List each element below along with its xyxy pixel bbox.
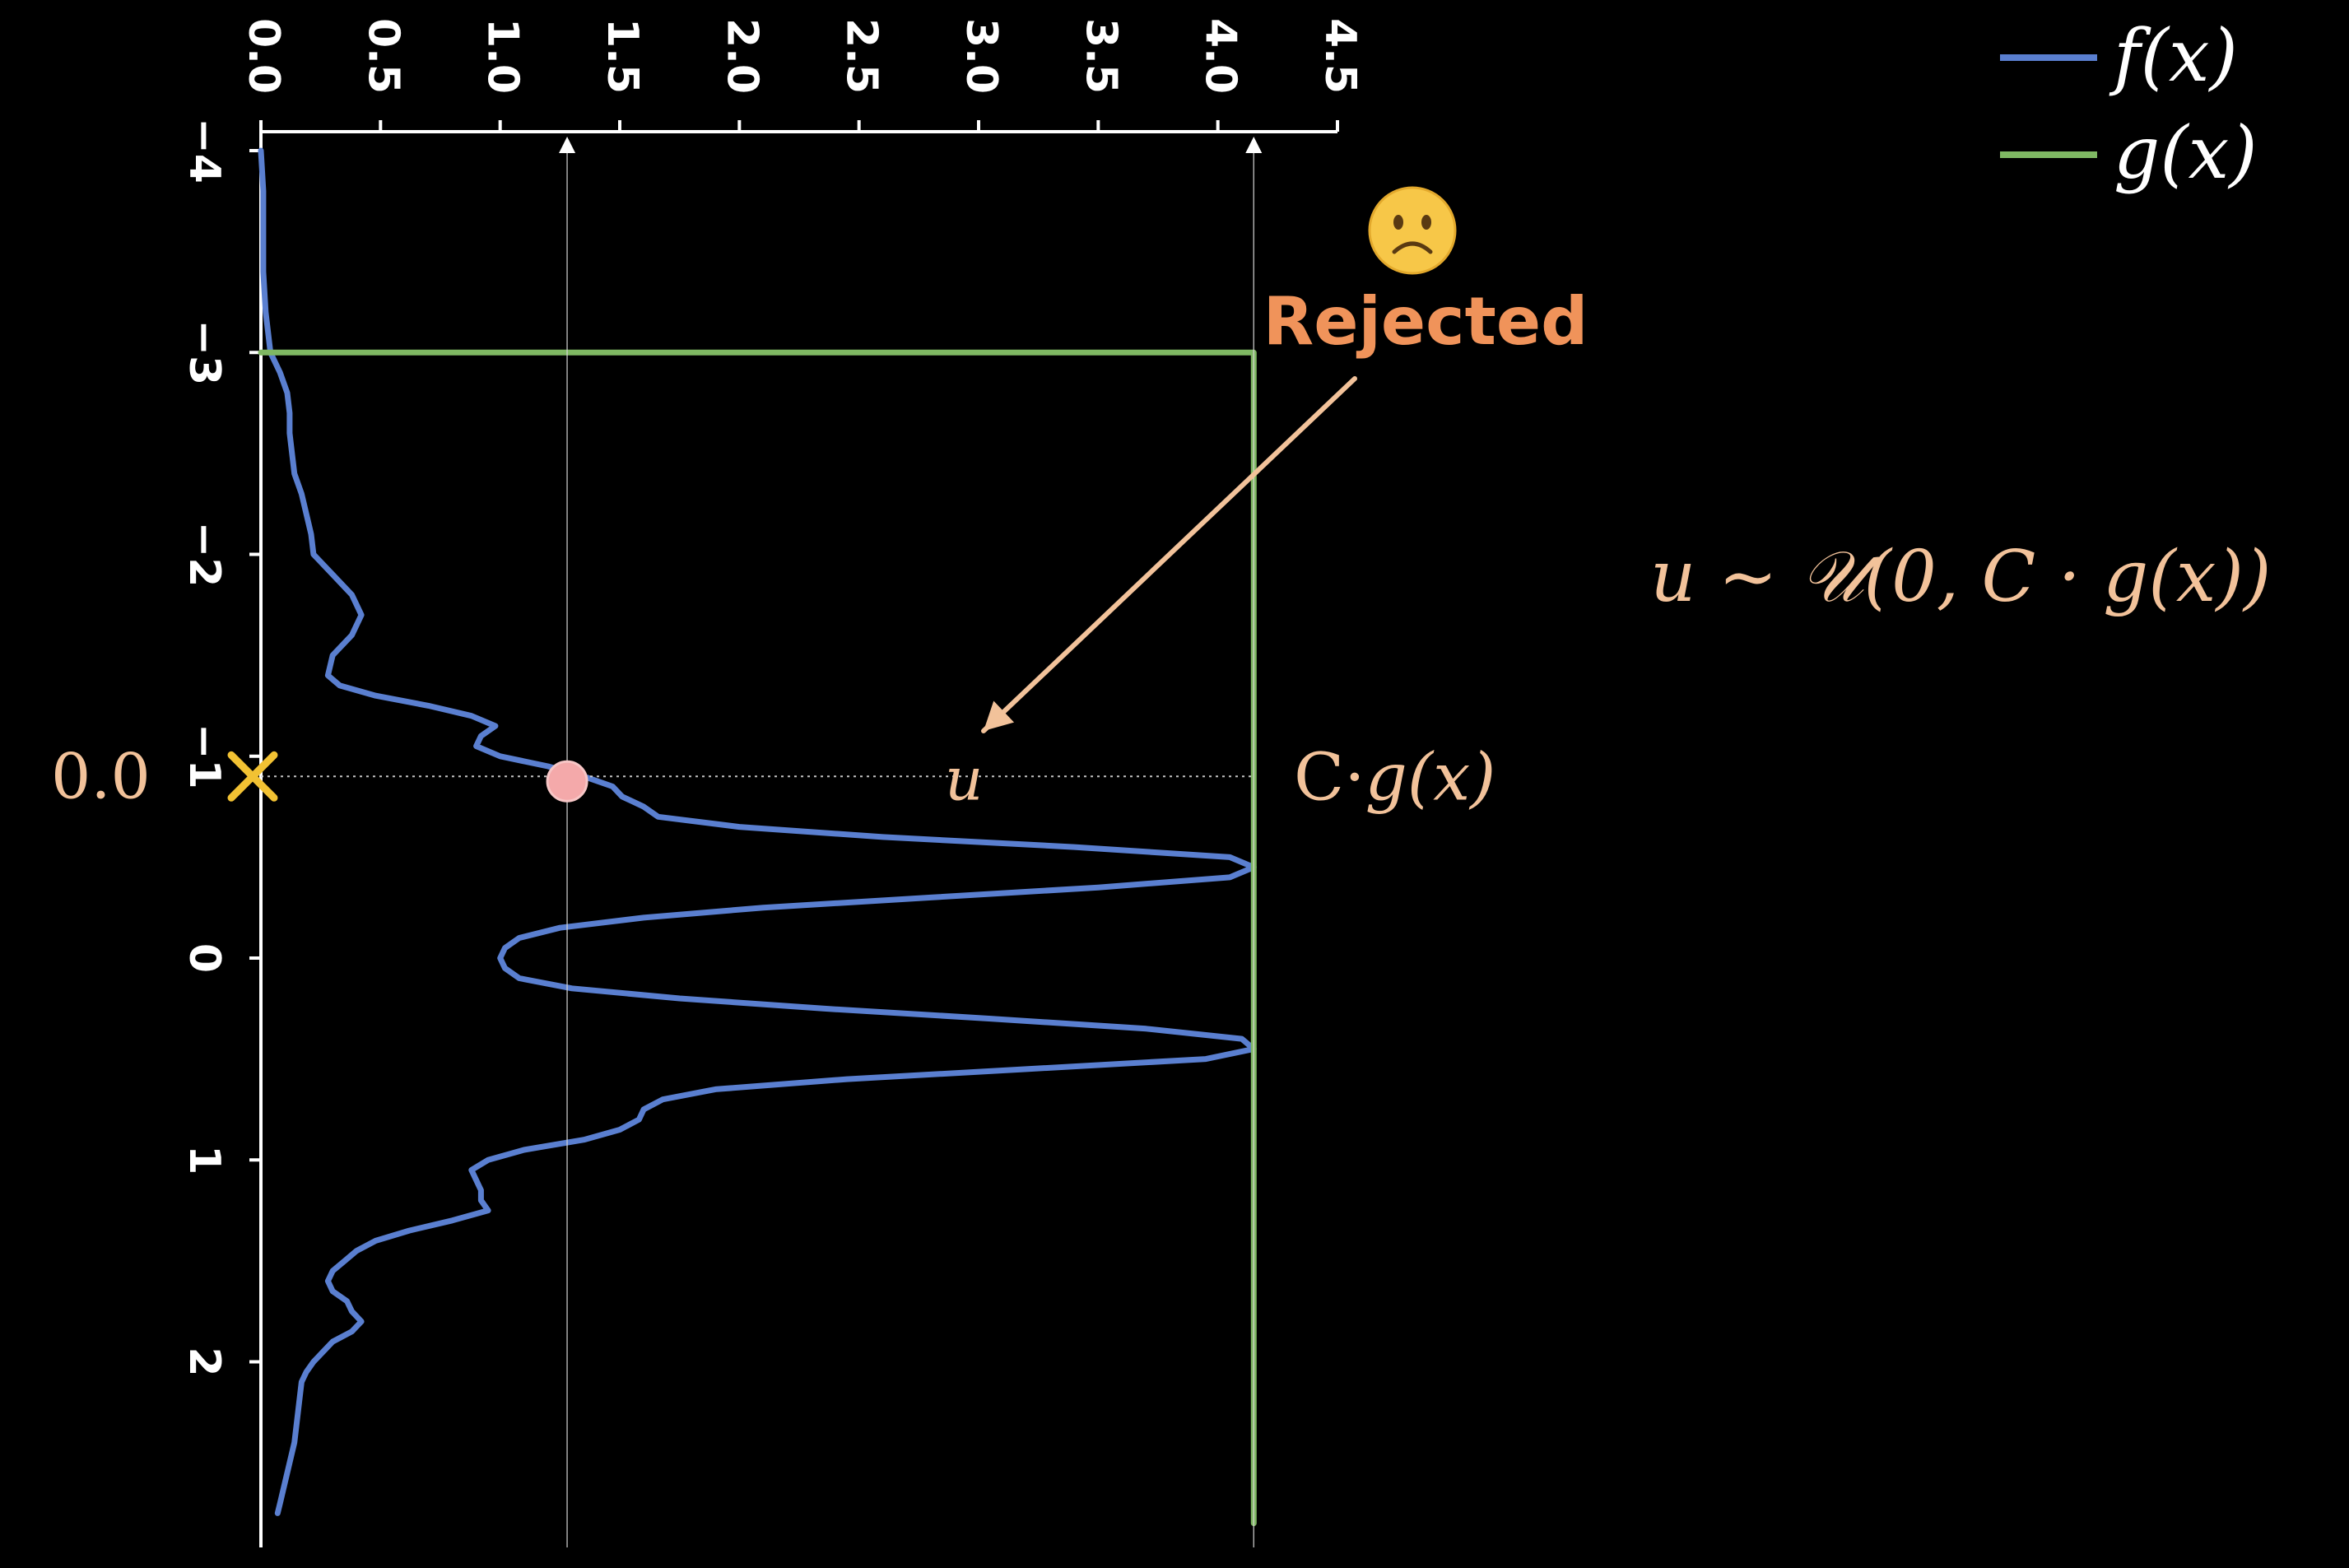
rejected-arrow-head xyxy=(984,700,1015,731)
value-tick-label: 4.0 xyxy=(1196,18,1245,94)
legend-label: f(x) xyxy=(2109,13,2238,98)
x-tick-label: −2 xyxy=(179,522,229,588)
status-label: Rejected xyxy=(1263,283,1588,360)
value-tick-label: 0.5 xyxy=(358,18,407,94)
rejected-arrow-line xyxy=(981,376,1357,733)
value-tick-label: 0.0 xyxy=(239,18,288,94)
u-label: u xyxy=(945,744,983,813)
x-tick-label: 2 xyxy=(179,1347,229,1376)
sample-marker-stroke xyxy=(227,751,278,802)
x-tick-label: 0 xyxy=(179,943,229,973)
axes: 0.0 0.5 1.0 1.5 2.0 2.5 3.0 3.5 4.0 4.5 −4 −3 −2 −1 0 1… xyxy=(179,18,1365,1547)
legend-label: g(x) xyxy=(2114,110,2258,195)
guide-arrowhead xyxy=(559,137,576,153)
sample-point xyxy=(546,760,588,803)
f-series-line xyxy=(258,147,1257,1516)
value-tick-label: 2.0 xyxy=(717,18,766,94)
series-layer xyxy=(258,147,1257,1527)
legend: f(x) g(x) xyxy=(2000,13,2258,195)
formula-label: u ~ 𝒰(0, C · g(x)) xyxy=(1650,536,2271,618)
frown-mouth xyxy=(1392,241,1433,254)
x-tick-label: −3 xyxy=(179,319,229,385)
x-tick-label: 1 xyxy=(179,1145,229,1175)
value-tick-label: 3.0 xyxy=(956,18,1006,94)
sample-x-label: 0.0 xyxy=(51,739,151,812)
frown-eye xyxy=(1421,215,1431,230)
x-tick-label: −1 xyxy=(179,724,229,789)
value-tick-label: 4.5 xyxy=(1315,18,1365,94)
value-tick-label: 2.5 xyxy=(837,18,886,94)
frown-face-icon xyxy=(1368,186,1457,275)
g-series-line xyxy=(258,349,1257,1527)
annotations: 0.0 u C·g(x) u ~ 𝒰(0, C · g(x)) Rejected xyxy=(51,186,2271,815)
value-tick-label: 3.5 xyxy=(1076,18,1125,94)
envelope-label: C·g(x) xyxy=(1294,738,1495,815)
guide-arrowhead xyxy=(1245,137,1263,153)
frown-eye xyxy=(1393,215,1403,230)
guides xyxy=(261,137,1263,1547)
value-tick-label: 1.5 xyxy=(598,18,647,94)
x-tick-label: −4 xyxy=(179,118,229,184)
value-tick-label: 1.0 xyxy=(478,18,528,94)
